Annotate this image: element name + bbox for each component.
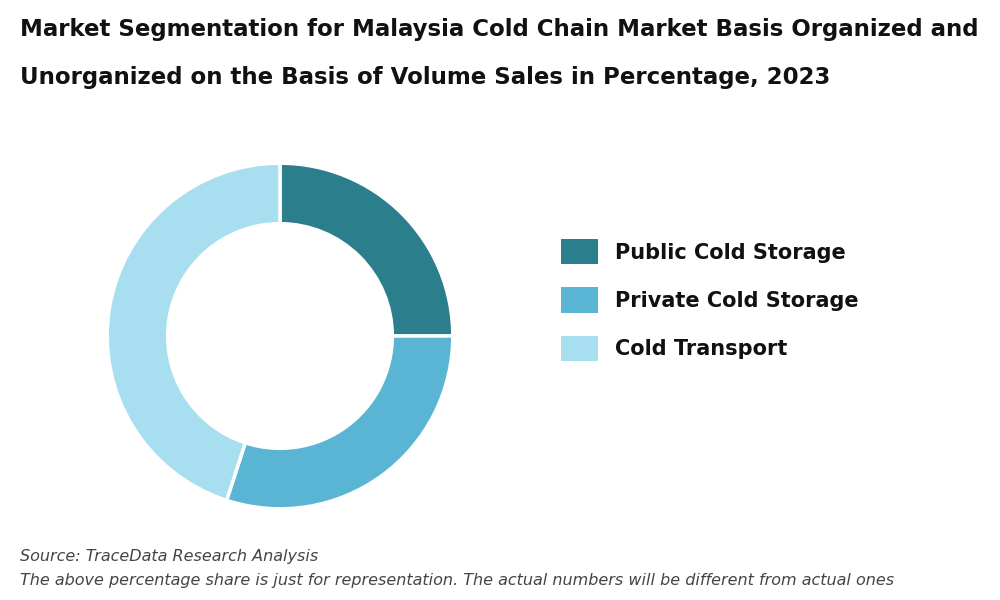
Legend: Public Cold Storage, Private Cold Storage, Cold Transport: Public Cold Storage, Private Cold Storag… [550,229,869,371]
Text: The above percentage share is just for representation. The actual numbers will b: The above percentage share is just for r… [20,573,894,588]
Text: Source: TraceData Research Analysis: Source: TraceData Research Analysis [20,549,318,564]
Text: Market Segmentation for Malaysia Cold Chain Market Basis Organized and: Market Segmentation for Malaysia Cold Ch… [20,18,978,41]
Wedge shape [227,336,453,509]
Wedge shape [280,163,453,336]
Wedge shape [107,163,280,500]
Text: Unorganized on the Basis of Volume Sales in Percentage, 2023: Unorganized on the Basis of Volume Sales… [20,66,830,89]
